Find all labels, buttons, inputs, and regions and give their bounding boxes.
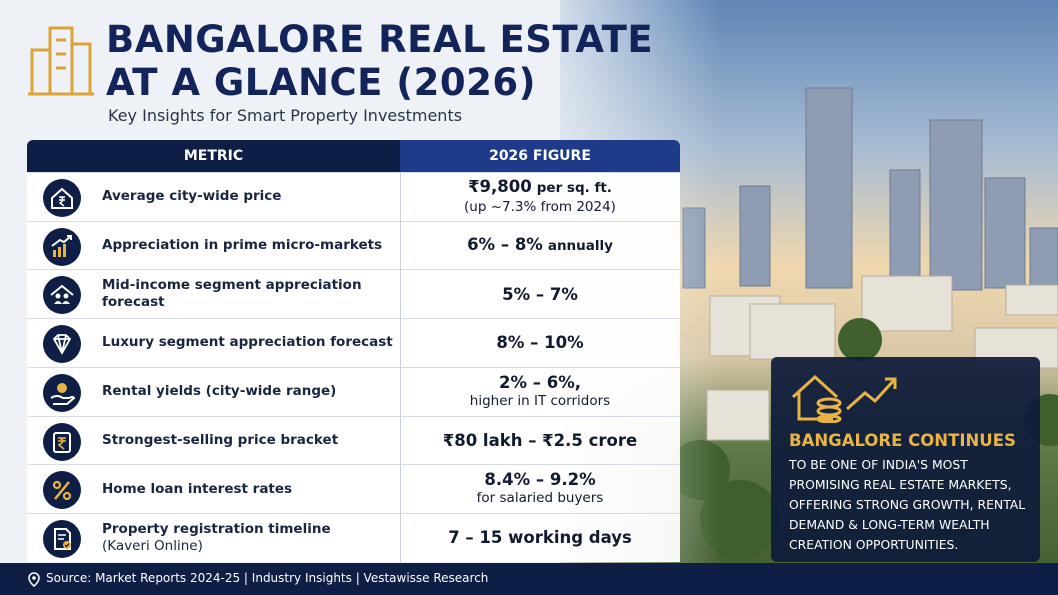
callout: BANGALORE CONTINUES TO BE ONE OF INDIA'S… <box>771 357 1040 562</box>
table-row: Mid-income segment appreciation forecast… <box>27 269 680 318</box>
figure-sub: for salaried buyers <box>476 490 604 507</box>
table-row: Luxury segment appreciation forecast 8% –… <box>27 318 680 367</box>
metric-cell: Average city-wide price <box>102 173 397 221</box>
figure-cell: 8.4% – 9.2% for salaried buyers <box>400 465 680 513</box>
figure-main: 7 – 15 working days <box>448 528 632 548</box>
figure-main: 5% – 7% <box>502 284 578 304</box>
figure-cell: 6% – 8% annually <box>400 222 680 270</box>
row-icon <box>43 471 81 510</box>
metric-text: Rental yields (city-wide range) <box>102 383 337 400</box>
metric-text: Appreciation in prime micro-markets <box>102 237 383 254</box>
footer: Source: Market Reports 2024-25 | Industr… <box>0 563 1058 595</box>
figure-suffix: per sq. ft. <box>536 179 612 196</box>
figure-line: 7 – 15 working days <box>448 528 632 547</box>
metric-cell: Luxury segment appreciation forecast <box>102 319 397 367</box>
figure-main: ₹80 lakh – ₹2.5 crore <box>442 430 638 450</box>
table-row: Appreciation in prime micro-markets 6% – … <box>27 220 680 270</box>
figure-line: 2% – 6%, <box>499 373 581 392</box>
figure-main: 8.4% – 9.2% <box>484 470 596 490</box>
column-header: 2026 FIGURE <box>400 140 680 172</box>
metric-cell: Strongest-selling price bracket <box>102 417 397 465</box>
metric-cell: Home loan interest rates <box>102 465 397 513</box>
metric-note: (Kaveri Online) <box>102 537 203 554</box>
figure-sub: (up ~7.3% from 2024) <box>464 198 616 215</box>
metric-text: Mid-income segment appreciation forecast <box>102 277 362 311</box>
figure-cell: ₹80 lakh – ₹2.5 crore <box>400 417 680 465</box>
table-row: Property registration timeline (Kaveri On… <box>27 512 680 562</box>
figure-line: 5% – 7% <box>502 285 578 304</box>
figure-sub: higher in IT corridors <box>469 392 611 409</box>
table-row: Rental yields (city-wide range) 2% – 6%, h… <box>27 366 680 416</box>
figure-cell: 5% – 7% <box>400 270 680 318</box>
metric-cell: Appreciation in prime micro-markets <box>102 222 397 270</box>
callout-title: BANGALORE CONTINUES <box>789 431 1016 450</box>
row-icon <box>43 373 81 412</box>
figure-line: 8% – 10% <box>496 333 583 352</box>
table-row: Average city-wide price ₹9,800 per sq. ft.… <box>27 172 680 221</box>
figure-cell: ₹9,800 per sq. ft. (up ~7.3% from 2024) <box>400 173 680 221</box>
metric-text: Strongest-selling price bracket <box>102 431 339 448</box>
figure-line: ₹80 lakh – ₹2.5 crore <box>443 431 637 450</box>
metric-text: Home loan interest rates <box>102 480 293 497</box>
pin-icon <box>28 572 40 587</box>
figure-cell: 2% – 6%, higher in IT corridors <box>400 368 680 416</box>
metric-text: Luxury segment appreciation forecast <box>102 334 393 351</box>
subtitle: Key Insights for Smart Property Investme… <box>108 106 463 125</box>
callout-icon <box>791 374 897 423</box>
row-icon <box>43 179 81 217</box>
row-icon <box>43 422 81 461</box>
metric-cell: Mid-income segment appreciation forecast <box>102 270 397 318</box>
figure-cell: 8% – 10% <box>400 319 680 367</box>
title-line: BANGALORE REAL ESTATE <box>106 18 654 61</box>
source: Source: Market Reports 2024-25 | Industr… <box>46 571 489 585</box>
metric-cell: Rental yields (city-wide range) <box>102 368 397 416</box>
row-icon <box>43 519 81 558</box>
title: BANGALORE REAL ESTATE AT A GLANCE (2026) <box>106 18 653 104</box>
figure-line: 8.4% – 9.2% <box>484 470 595 489</box>
metric-cell: Property registration timeline (Kaveri On… <box>102 514 397 562</box>
metric-text: Property registration timeline <box>102 520 331 537</box>
figure-line: 6% – 8% annually <box>467 235 613 256</box>
table: METRIC 2026 FIGURE Average city-wide pri… <box>27 140 680 562</box>
figure-main: 8% – 10% <box>496 333 584 353</box>
column-header: METRIC <box>27 140 400 172</box>
row-icon <box>43 276 81 315</box>
figure-line: ₹9,800 per sq. ft. <box>468 177 612 198</box>
row-icon <box>43 325 81 364</box>
figure-suffix: annually <box>547 238 613 255</box>
figure-main: ₹9,800 <box>468 176 532 196</box>
figure-main: 6% – 8% <box>467 235 543 255</box>
row-icon <box>43 227 81 266</box>
table-row: Home loan interest rates 8.4% – 9.2% for s… <box>27 464 680 513</box>
table-row: Strongest-selling price bracket ₹80 lakh … <box>27 415 680 465</box>
title-line: AT A GLANCE (2026) <box>106 61 537 104</box>
callout-body: TO BE ONE OF INDIA'S MOST PROMISING REAL… <box>789 457 1026 552</box>
figure-main: 2% – 6%, <box>498 372 582 392</box>
metric-text: Average city-wide price <box>102 188 282 205</box>
figure-cell: 7 – 15 working days <box>400 514 680 562</box>
